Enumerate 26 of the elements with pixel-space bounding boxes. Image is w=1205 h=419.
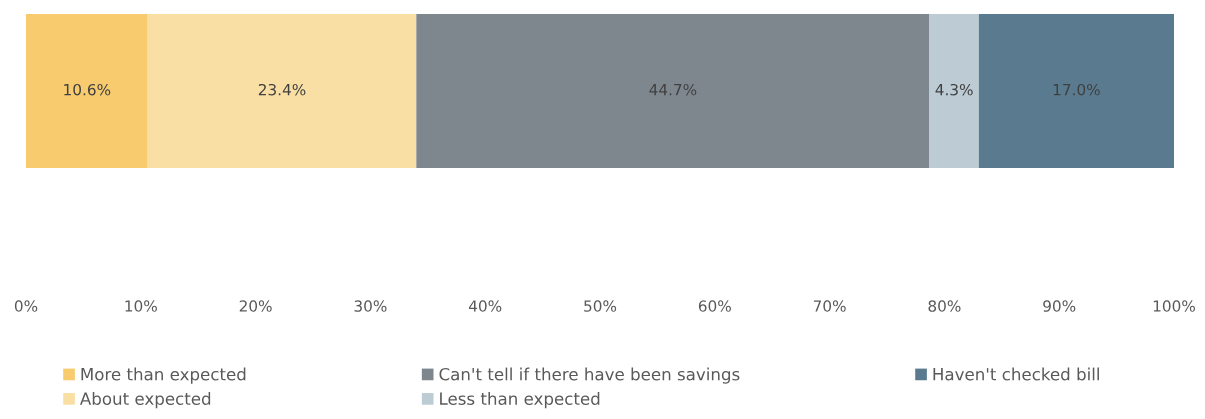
bar: [147, 14, 417, 168]
bar: [416, 14, 930, 168]
data-label: 10.6%: [64, 83, 111, 96]
legend-label: Less than expected: [440, 392, 600, 409]
x-tick-label: 70%: [813, 300, 846, 312]
legend-label: Haven't checked bill: [933, 367, 1099, 381]
legend-label: More than expected: [81, 367, 246, 384]
bar: [929, 14, 979, 168]
bar: [978, 14, 1174, 168]
x-tick-label: 40%: [468, 300, 502, 312]
data-label: 4.3%: [935, 83, 973, 96]
bar: [26, 14, 148, 168]
data-label: 23.4%: [258, 83, 306, 96]
legend-label: About expected: [80, 392, 211, 409]
x-tick-label: 20%: [239, 300, 272, 312]
x-tick-label: 60%: [698, 300, 731, 312]
x-tick-label: 80%: [928, 300, 961, 312]
data-label: 17.0%: [1053, 83, 1100, 96]
x-tick-label: 50%: [584, 300, 617, 312]
x-tick-label: 100%: [1153, 300, 1195, 312]
data-label: 44.7%: [649, 83, 697, 96]
legend-label: Can't tell if there have been savings: [439, 367, 740, 384]
x-tick-label: 90%: [1043, 300, 1076, 312]
x-tick-label: 0%: [14, 300, 38, 312]
x-tick-label: 30%: [354, 300, 387, 312]
x-tick-label: 10%: [125, 300, 157, 312]
